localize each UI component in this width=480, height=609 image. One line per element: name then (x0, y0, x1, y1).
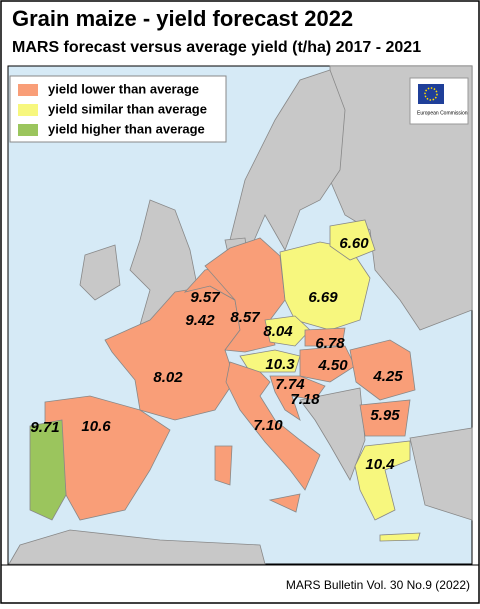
italy (225, 361, 321, 491)
eu-logo: European Commission (409, 77, 469, 125)
lithuania (329, 219, 376, 261)
map (7, 65, 473, 565)
value-label: 8.02 (153, 369, 183, 386)
greece (354, 440, 411, 521)
sicily (268, 493, 301, 513)
subtitle: MARS forecast versus average yield (t/ha… (12, 39, 421, 56)
legend-box (9, 75, 227, 143)
value-label: 8.04 (263, 323, 293, 340)
eu-stars (424, 87, 438, 101)
title: Grain maize - yield forecast 2022 (12, 6, 353, 31)
eu-flag (418, 84, 444, 104)
value-label: 7.18 (290, 391, 320, 408)
scandinavia (229, 69, 346, 251)
legend-label: yield similar than average (48, 101, 207, 116)
portugal (29, 419, 67, 521)
logo-text: European Commission (417, 110, 468, 116)
value-label: 6.69 (308, 289, 338, 306)
legend-label: yield lower than average (48, 81, 199, 96)
bulgaria (359, 399, 411, 437)
value-label: 4.25 (372, 368, 403, 385)
value-label: 8.57 (230, 309, 260, 326)
legend: yield lower than average yield similar th… (9, 75, 227, 143)
croatia (269, 375, 326, 421)
crete (379, 532, 421, 542)
value-label: 10.4 (365, 456, 395, 473)
legend-swatch (18, 84, 38, 96)
value-label: 9.71 (30, 419, 59, 436)
romania (349, 339, 416, 401)
value-label: 9.57 (190, 289, 220, 306)
legend-label: yield higher than average (48, 121, 205, 136)
north-africa (8, 529, 266, 565)
value-label: 6.78 (315, 335, 345, 352)
legend-swatch (18, 104, 38, 116)
hungary (299, 345, 356, 383)
value-label: 6.60 (339, 235, 369, 252)
legend-swatch (18, 124, 38, 136)
footer: MARS Bulletin Vol. 30 No.9 (2022) (286, 578, 470, 592)
value-label: 5.95 (370, 407, 400, 424)
east-land (329, 65, 473, 331)
czechia (264, 315, 311, 347)
value-label: 9.42 (185, 312, 215, 329)
turkey (409, 427, 473, 521)
balkans (299, 387, 366, 481)
value-labels: 6.60 9.57 6.69 9.42 8.578.04 6.78 10.3 4.50 4.25… (30, 235, 403, 473)
value-label: 10.6 (81, 418, 111, 435)
value-label: 7.10 (253, 417, 283, 434)
ireland (79, 244, 121, 301)
sardinia (214, 445, 233, 486)
value-label: 10.3 (265, 356, 295, 373)
value-label: 4.50 (317, 357, 348, 374)
value-label: 7.74 (275, 376, 305, 393)
